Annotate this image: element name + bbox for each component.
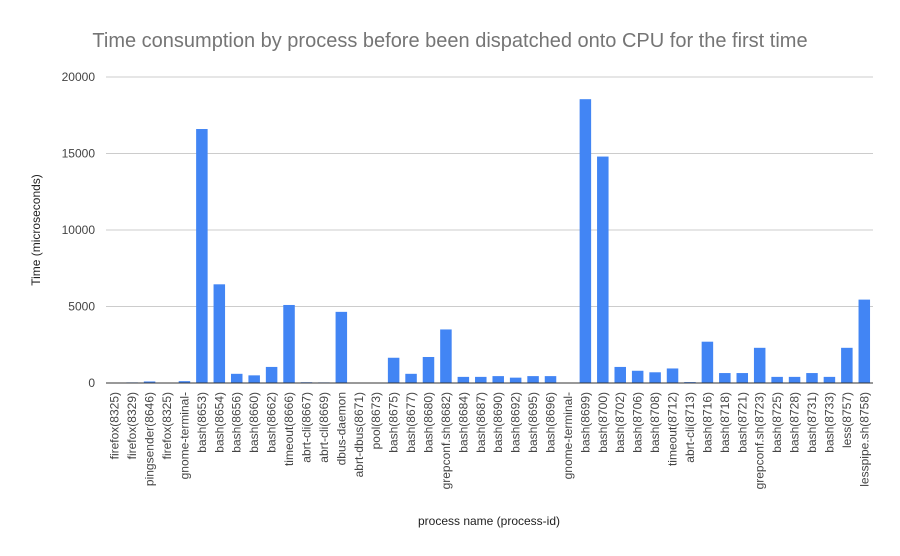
bar [544, 376, 557, 383]
bar [196, 129, 208, 383]
bar [509, 377, 522, 383]
x-tick-label: lesspipe.sh(8758) [857, 392, 871, 487]
x-tick-label: abrt-cli(8669) [317, 392, 331, 463]
bar [579, 99, 592, 383]
bar [527, 376, 539, 383]
x-tick-label: bash(8721) [735, 392, 749, 453]
x-tick-label: pool(8673) [369, 392, 383, 449]
x-tick-label: firefox(8329) [125, 392, 139, 459]
bar [405, 373, 417, 383]
chart-title: Time consumption by process before been … [92, 30, 807, 52]
x-tick-label: bash(8718) [718, 392, 732, 453]
x-tick-label: bash(8733) [822, 392, 836, 453]
bar [440, 329, 452, 383]
bar [283, 304, 295, 383]
x-tick-label: bash(8675) [387, 392, 401, 453]
bar [213, 284, 226, 383]
x-tick-label: firefox(8325) [160, 392, 174, 459]
bar [597, 156, 609, 383]
x-tick-label: bash(8700) [596, 392, 610, 453]
x-tick-label: bash(8687) [474, 392, 488, 453]
x-tick-label: bash(8656) [230, 392, 244, 453]
x-tick-label: bash(8706) [631, 392, 645, 453]
x-tick-label: bash(8696) [544, 392, 558, 453]
x-tick-label: abrt-cli(8713) [683, 392, 697, 463]
x-tick-label: bash(8708) [648, 392, 662, 453]
x-tick-label: bash(8699) [578, 392, 592, 453]
x-tick-label: bash(8716) [700, 392, 714, 453]
bar [736, 373, 749, 383]
x-tick-label: abrt-cli(8667) [299, 392, 313, 463]
x-axis-ticks: firefox(8325) firefox(8329) pingsender(864… [108, 392, 872, 489]
x-tick-label: bash(8702) [613, 392, 627, 453]
bar [457, 376, 470, 383]
bar [771, 376, 783, 383]
x-tick-label: timeout(8666) [282, 392, 296, 466]
y-tick-label: 15000 [62, 147, 96, 161]
gridlines [106, 76, 873, 307]
x-tick-label: bash(8654) [212, 392, 226, 453]
x-tick-label: firefox(8325) [108, 392, 122, 459]
y-axis-ticks: 0 5000 10000 15000 20000 [62, 70, 96, 390]
x-tick-label: abrt-dbus(8671) [352, 392, 366, 477]
bar [387, 357, 400, 383]
x-tick-label: less(8757) [840, 392, 854, 448]
bar [649, 372, 661, 383]
x-tick-label: bash(8690) [491, 392, 505, 453]
bar [631, 370, 644, 383]
bar [806, 373, 818, 383]
x-tick-label: pingsender(8646) [143, 392, 157, 486]
bar [248, 375, 260, 383]
y-tick-label: 5000 [68, 300, 95, 314]
x-tick-label: dbus-daemon [334, 392, 348, 465]
bar [858, 299, 871, 383]
x-tick-label: gnome-terminal- [177, 392, 191, 479]
bar [422, 356, 435, 383]
x-tick-label: grepconf.sh(8723) [753, 392, 767, 489]
y-tick-label: 20000 [62, 70, 96, 84]
x-axis-label: process name (process-id) [418, 514, 560, 528]
bars [108, 99, 871, 383]
x-tick-label: bash(8692) [509, 392, 523, 453]
y-axis-label: Time (microseconds) [29, 174, 43, 286]
bar [666, 368, 679, 383]
y-tick-label: 0 [88, 376, 95, 390]
bar [614, 366, 626, 383]
bar [492, 376, 504, 383]
bar [719, 373, 731, 383]
y-tick-label: 10000 [62, 223, 96, 237]
bar [265, 366, 278, 383]
x-tick-label: bash(8677) [404, 392, 418, 453]
x-tick-label: grepconf.sh(8682) [439, 392, 453, 489]
x-tick-label: bash(8695) [526, 392, 540, 453]
x-tick-label: bash(8725) [770, 392, 784, 453]
x-tick-label: gnome-terminal- [561, 392, 575, 479]
x-tick-label: bash(8728) [788, 392, 802, 453]
bar [701, 341, 714, 383]
x-tick-label: bash(8662) [265, 392, 279, 453]
x-tick-label: bash(8684) [456, 392, 470, 453]
bar [788, 376, 801, 383]
bar [335, 311, 348, 383]
x-tick-label: bash(8731) [805, 392, 819, 453]
bar [823, 376, 836, 383]
bar [753, 347, 766, 383]
x-tick-label: bash(8653) [195, 392, 209, 453]
x-tick-label: bash(8680) [421, 392, 435, 453]
bar [143, 381, 156, 383]
bar [178, 381, 191, 383]
x-tick-label: bash(8660) [247, 392, 261, 453]
bar [841, 347, 853, 383]
x-tick-label: timeout(8712) [666, 392, 680, 466]
bar [230, 373, 243, 383]
bar [475, 376, 487, 383]
